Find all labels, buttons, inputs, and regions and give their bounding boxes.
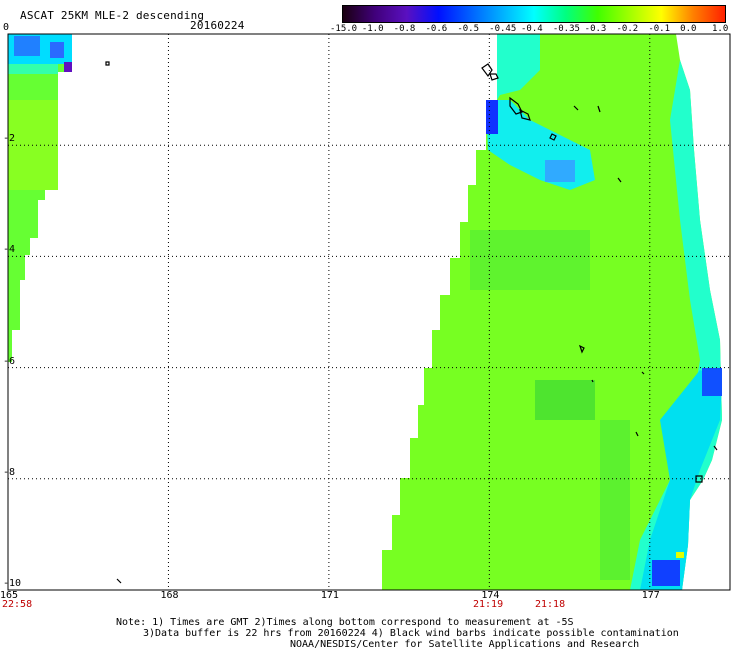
left-swath-purple — [64, 62, 72, 72]
map-title: ASCAT 25KM MLE-2 descending — [20, 9, 205, 22]
island-outline-g — [597, 105, 601, 113]
island-outline-b — [489, 73, 499, 81]
x-tick-label: 168 — [160, 590, 179, 601]
colorbar-tick-label: -1.0 — [361, 24, 384, 34]
right-swath-cyan-top — [497, 34, 540, 100]
colorbar-tick-label: -0.6 — [425, 24, 448, 34]
island-outline-o — [641, 371, 645, 375]
left-swath-teal — [8, 64, 58, 74]
y-tick-label: -10 — [3, 578, 22, 589]
island-outline-i — [578, 344, 585, 354]
island-outline-c — [509, 96, 523, 115]
y-tick-label: -8 — [3, 466, 16, 478]
y-tick-label: -2 — [3, 133, 16, 145]
colorbar-tick-label: -0.45 — [489, 24, 517, 34]
colorbar-tick-label: -0.4 — [521, 24, 543, 34]
colorbar — [342, 5, 726, 23]
x-tick-label: 174 — [481, 590, 500, 601]
right-swath-blue-bottom — [652, 560, 680, 586]
colorbar-tick-label: -0.2 — [616, 24, 639, 34]
colorbar-tick-label: -0.3 — [584, 24, 607, 34]
right-swath-yellow-px — [676, 552, 684, 558]
island-outline-h — [617, 177, 622, 183]
island-outline-p — [591, 379, 594, 383]
pass-time-left: 22:58 — [2, 599, 33, 610]
y-tick-label: -6 — [3, 355, 16, 367]
x-tick-label: 177 — [641, 590, 660, 601]
colorbar-tick-label: 0.0 — [680, 24, 697, 34]
right-swath-blue-strip — [486, 100, 498, 134]
pass-time-right-b: 21:18 — [535, 599, 566, 610]
island-outline-e — [549, 133, 557, 141]
swath-data — [8, 34, 722, 590]
note-line-1: Note: 1) Times are GMT 2)Times along bot… — [116, 617, 574, 628]
colorbar-tick-label: -0.35 — [552, 24, 580, 34]
map-frame — [7, 33, 731, 591]
colorbar-tick-label: -0.8 — [393, 24, 416, 34]
note-line-3: NOAA/NESDIS/Center for Satellite Applica… — [290, 639, 640, 650]
pass-time-right-a: 21:19 — [473, 599, 504, 610]
right-swath-band-a — [470, 230, 590, 290]
left-swath-green — [8, 34, 72, 362]
island-outline-a — [481, 63, 493, 78]
colorbar-tick-label: -15.0 — [330, 24, 358, 34]
island-outline-n — [116, 578, 122, 584]
note-line-2: 3)Data buffer is 22 hrs from 20160224 4)… — [143, 628, 679, 639]
right-swath-green — [382, 34, 722, 590]
graticule — [8, 34, 730, 590]
coastlines — [105, 61, 718, 584]
y-tick-label: 0 — [3, 22, 10, 33]
x-tick-label: 165 — [0, 590, 19, 601]
island-outline-f — [573, 105, 579, 111]
right-swath-blue-patch — [545, 160, 575, 182]
left-swath-blue-b — [50, 42, 64, 58]
y-tick-label: -4 — [3, 244, 16, 256]
map-date: 20160224 — [190, 19, 245, 32]
island-outline-k — [695, 475, 703, 483]
right-swath-blue-right — [702, 368, 722, 396]
right-swath-cyan-bottom — [640, 370, 722, 590]
colorbar-tick-label: -0.5 — [457, 24, 480, 34]
island-outline-j — [635, 431, 639, 437]
left-swath-blue-a — [14, 36, 40, 56]
right-swath-band-c — [600, 420, 630, 580]
right-swath-band-b — [535, 380, 595, 420]
island-outline-l — [713, 445, 718, 451]
x-tick-label: 171 — [320, 590, 339, 601]
island-outline-m — [105, 61, 110, 66]
colorbar-tick-label: 1.0 — [712, 24, 729, 34]
island-outline-d — [519, 108, 531, 121]
colorbar-tick-label: -0.1 — [648, 24, 671, 34]
